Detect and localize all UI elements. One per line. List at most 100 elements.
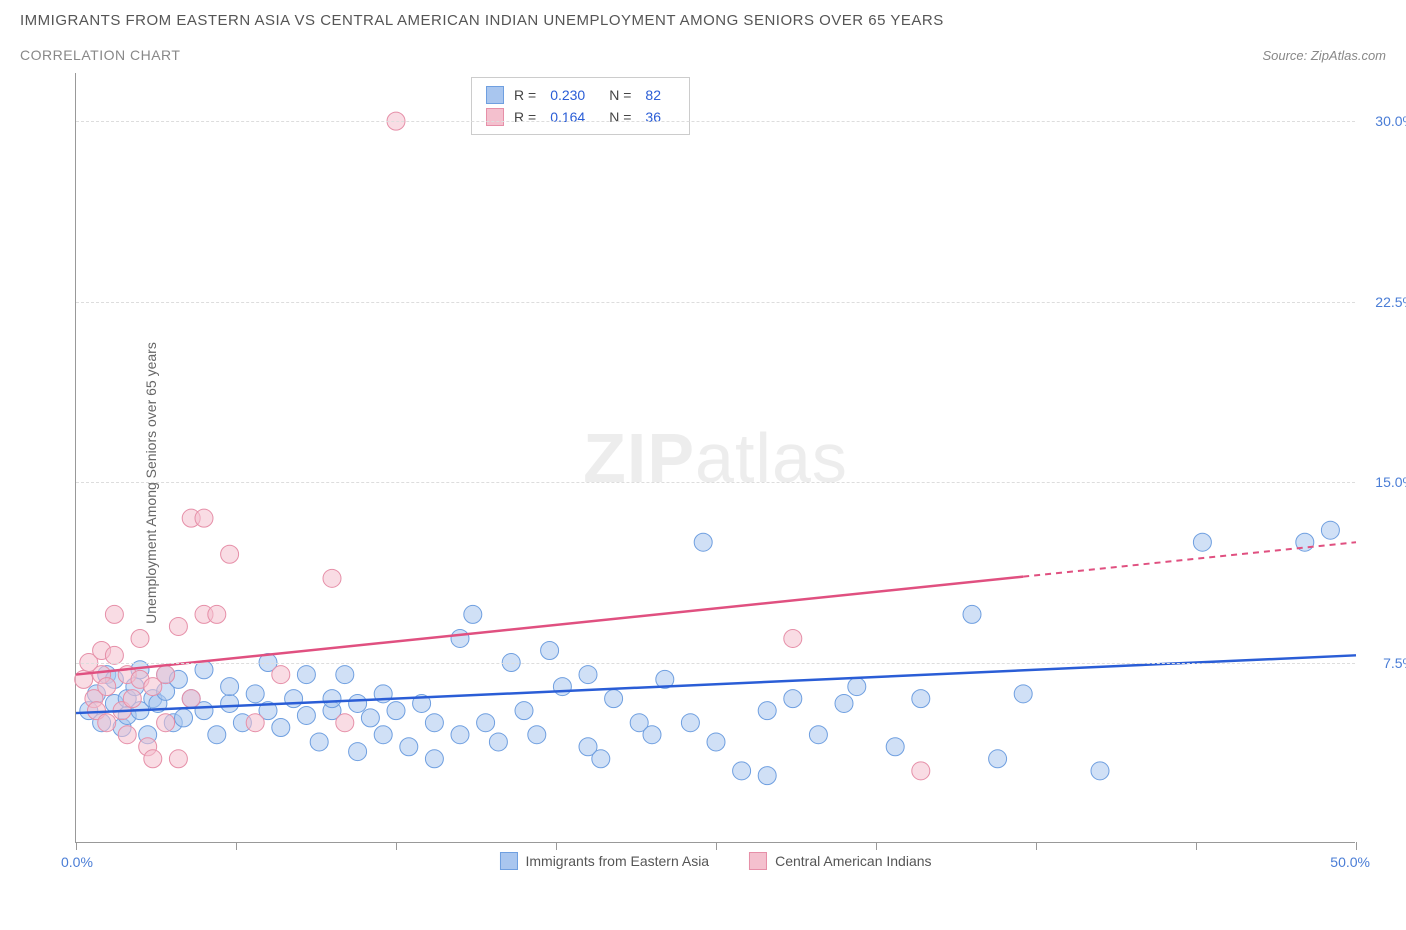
data-point (272, 666, 290, 684)
data-point (221, 694, 239, 712)
chart-container: Unemployment Among Seniors over 65 years… (20, 73, 1386, 893)
r-label: R = (514, 84, 536, 106)
data-point (221, 545, 239, 563)
data-point (541, 642, 559, 660)
data-point (272, 719, 290, 737)
data-point (758, 702, 776, 720)
data-point (912, 690, 930, 708)
n-value: 82 (645, 84, 661, 106)
data-point (123, 690, 141, 708)
data-point (553, 678, 571, 696)
n-label: N = (609, 84, 631, 106)
data-point (912, 762, 930, 780)
x-tick (876, 842, 877, 850)
y-tick-label: 7.5% (1383, 655, 1406, 671)
data-point (464, 605, 482, 623)
x-min-label: 0.0% (61, 854, 93, 870)
y-tick-label: 15.0% (1375, 474, 1406, 490)
data-point (400, 738, 418, 756)
data-point (451, 629, 469, 647)
data-point (784, 690, 802, 708)
series-name: Immigrants from Eastern Asia (525, 853, 709, 869)
data-point (221, 678, 239, 696)
chart-title: IMMIGRANTS FROM EASTERN ASIA VS CENTRAL … (20, 12, 1386, 29)
data-point (297, 666, 315, 684)
data-point (1193, 533, 1211, 551)
n-value: 36 (645, 106, 661, 128)
data-point (592, 750, 610, 768)
data-point (131, 629, 149, 647)
data-point (144, 750, 162, 768)
legend-row: R = 0.164N = 36 (486, 106, 675, 128)
data-point (336, 666, 354, 684)
data-point (1321, 521, 1339, 539)
data-point (169, 617, 187, 635)
data-point (1091, 762, 1109, 780)
series-legend-item: Immigrants from Eastern Asia (499, 852, 709, 870)
data-point (477, 714, 495, 732)
legend-swatch (486, 108, 504, 126)
x-tick (716, 842, 717, 850)
data-point (157, 714, 175, 732)
data-point (528, 726, 546, 744)
data-point (758, 767, 776, 785)
chart-svg (76, 73, 1355, 842)
stats-legend: R = 0.230 N = 82R = 0.164 N = 36 (471, 77, 690, 135)
plot-area: ZIPatlas R = 0.230N = 82R = 0.164N = 36 … (75, 73, 1355, 843)
data-point (208, 605, 226, 623)
x-tick (76, 842, 77, 850)
data-point (297, 706, 315, 724)
legend-row: R = 0.230 N = 82 (486, 84, 675, 106)
data-point (285, 690, 303, 708)
data-point (848, 678, 866, 696)
data-point (98, 714, 116, 732)
data-point (489, 733, 507, 751)
data-point (515, 702, 533, 720)
data-point (387, 702, 405, 720)
n-label: N = (609, 106, 631, 128)
data-point (336, 714, 354, 732)
data-point (963, 605, 981, 623)
gridline (76, 121, 1355, 122)
data-point (208, 726, 226, 744)
gridline (76, 663, 1355, 664)
data-point (579, 666, 597, 684)
gridline (76, 302, 1355, 303)
series-legend-item: Central American Indians (749, 852, 931, 870)
data-point (182, 690, 200, 708)
gridline (76, 482, 1355, 483)
data-point (694, 533, 712, 551)
data-point (349, 743, 367, 761)
r-value: 0.164 (550, 106, 585, 128)
legend-swatch (749, 852, 767, 870)
data-point (886, 738, 904, 756)
data-point (105, 605, 123, 623)
data-point (374, 726, 392, 744)
legend-swatch (486, 86, 504, 104)
data-point (169, 750, 187, 768)
x-tick (1036, 842, 1037, 850)
r-value: 0.230 (550, 84, 585, 106)
data-point (157, 666, 175, 684)
data-point (246, 714, 264, 732)
data-point (246, 685, 264, 703)
data-point (425, 750, 443, 768)
data-point (310, 733, 328, 751)
data-point (323, 569, 341, 587)
data-point (98, 678, 116, 696)
data-point (784, 629, 802, 647)
data-point (361, 709, 379, 727)
data-point (1014, 685, 1032, 703)
data-point (323, 690, 341, 708)
data-point (835, 694, 853, 712)
x-tick (236, 842, 237, 850)
data-point (809, 726, 827, 744)
data-point (451, 726, 469, 744)
y-tick-label: 30.0% (1375, 113, 1406, 129)
data-point (195, 509, 213, 527)
source-label: Source: ZipAtlas.com (1262, 48, 1386, 63)
data-point (733, 762, 751, 780)
data-point (425, 714, 443, 732)
x-tick (1356, 842, 1357, 850)
x-tick (1196, 842, 1197, 850)
